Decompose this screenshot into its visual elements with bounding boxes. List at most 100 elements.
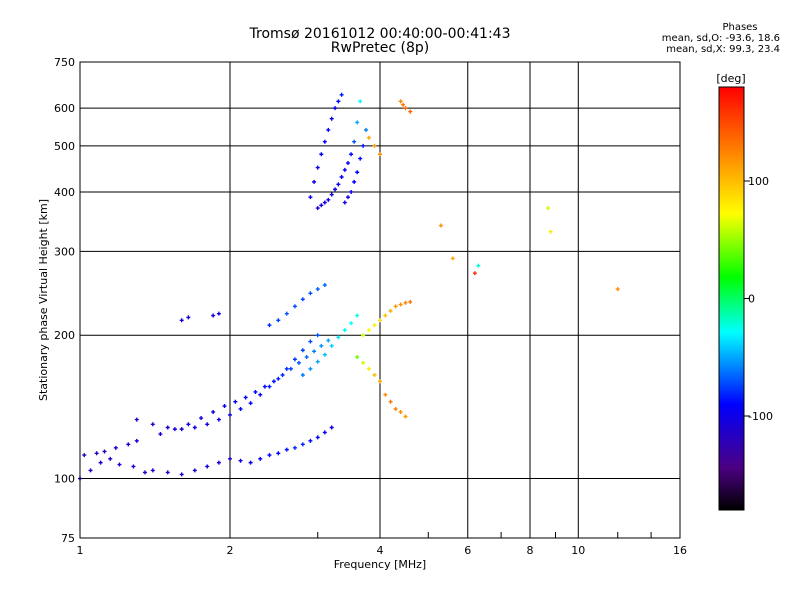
data-point [355,170,360,175]
data-point [222,404,227,409]
data-point [322,283,327,288]
colorbar-ticks: -100 0 100 [744,175,773,423]
data-point [292,445,297,450]
data-point [258,456,263,461]
data-point [315,359,320,364]
data-point [82,453,87,458]
data-point [284,447,289,452]
y-tick-label: 200 [54,329,75,342]
data-point [322,139,327,144]
data-point [361,143,366,148]
data-point [388,399,393,404]
data-point [378,318,382,323]
data-point [326,127,331,132]
data-point [113,445,118,450]
data-point [205,422,210,427]
data-point [366,328,371,333]
data-point [408,109,413,114]
colorbar-tick-label: 100 [748,175,769,188]
data-point [319,343,324,348]
data-point [349,189,354,194]
data-point [126,442,131,447]
y-tick-label: 750 [54,56,75,69]
data-point [329,343,334,348]
colorbar-tick-label: 0 [748,293,755,306]
y-tick-label: 100 [54,473,75,486]
data-point [179,427,184,432]
data-point [248,401,253,406]
colorbar [718,86,745,511]
data-point [403,300,408,305]
data-point [192,468,197,473]
data-point [300,373,305,378]
data-point [349,152,354,157]
phases-x-stats: mean, sd,X: 99.3, 23.4 [666,44,780,55]
data-point [258,392,263,397]
data-point [378,152,382,157]
data-point [276,318,281,323]
data-point [288,366,293,371]
data-point [248,460,253,465]
phases-title: Phases [722,22,758,33]
data-point [216,460,221,465]
data-point [267,453,272,458]
data-point [300,297,305,302]
data-point [352,179,357,184]
data-point [216,311,221,316]
data-point [450,256,455,261]
data-point [322,352,327,357]
data-point [372,143,377,148]
data-point [345,195,350,200]
data-point [403,414,408,419]
data-point [117,462,122,467]
data-point [319,152,324,157]
data-point [326,197,331,202]
data-point [372,323,377,328]
data-point [315,287,320,292]
data-point [398,99,403,104]
chart-title: Tromsø 20161012 00:40:00-00:41:43 [249,26,511,42]
data-point [358,99,363,104]
data-point [296,360,301,365]
data-point [336,99,341,104]
data-point [134,417,139,422]
grid-layer [80,62,680,538]
data-point [158,432,163,437]
data-point [315,435,320,440]
x-tick-label: 6 [464,544,471,557]
data-point [142,470,147,475]
data-point [271,379,276,384]
data-point [438,223,443,228]
data-point [322,430,327,435]
data-point [383,392,388,397]
data-point [408,299,413,304]
data-point [131,464,136,469]
data-point [165,425,170,430]
data-point [284,311,289,316]
data-point [322,200,327,205]
data-point [472,271,477,276]
data-point [238,458,243,463]
data-point [403,106,408,111]
data-point [211,313,216,318]
data-point [355,120,360,125]
data-point [352,139,357,144]
data-point [192,425,197,430]
scatter-points [78,92,620,481]
data-point [267,384,272,389]
data-point [329,192,334,197]
data-point [216,417,221,422]
y-tick-label: 300 [54,245,75,258]
data-point [284,366,289,371]
y-tick-label: 600 [54,102,75,115]
data-point [267,323,272,328]
data-point [98,460,103,465]
data-point [615,287,620,292]
data-point [401,102,406,107]
x-tick-label: 2 [227,544,234,557]
data-point [308,291,313,296]
data-point [211,409,216,414]
data-point [186,315,191,320]
data-point [345,161,350,166]
data-point [349,321,354,326]
